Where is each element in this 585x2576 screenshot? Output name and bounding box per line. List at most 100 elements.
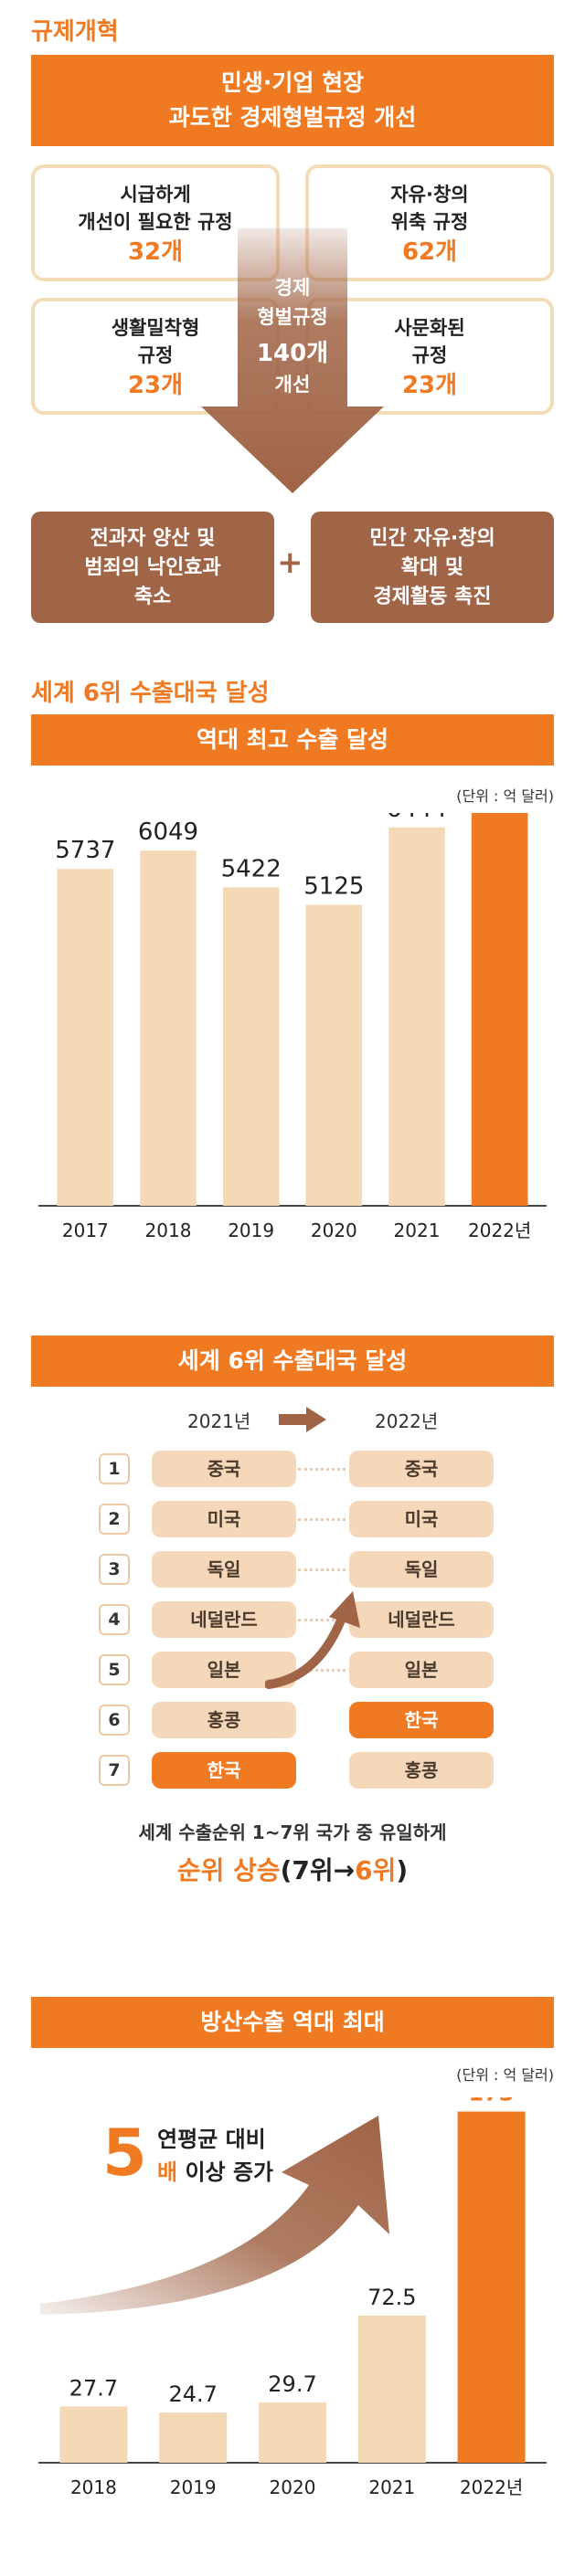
tick-label-2022년: 2022년 bbox=[468, 1219, 531, 1241]
reg-box-living-line1: 생활밀착형 bbox=[111, 317, 200, 339]
rank-note-end: ) bbox=[396, 1855, 409, 1885]
reg-box-living-line2: 규정 bbox=[137, 344, 174, 366]
rank-2022-7: 홍콩 bbox=[349, 1752, 494, 1789]
tick-label-2019: 2019 bbox=[170, 2476, 217, 2498]
rank-2022-4: 네덜란드 bbox=[349, 1601, 494, 1638]
bar-2018 bbox=[59, 2406, 128, 2463]
rank-number-7: 7 bbox=[99, 1755, 130, 1786]
rank-note-hl2: 6위 bbox=[355, 1855, 397, 1885]
bar-label-2018: 27.7 bbox=[69, 2375, 118, 2401]
bar-2022년 bbox=[471, 813, 528, 1206]
callout-hl: 배 bbox=[157, 2159, 178, 2185]
rank-2021-4: 네덜란드 bbox=[152, 1601, 296, 1638]
reform-banner: 민생·기업 현장 과도한 경제형벌규정 개선 bbox=[31, 55, 554, 146]
result-left-line3: 축소 bbox=[133, 586, 172, 608]
reg-box-freedom-count: 62개 bbox=[401, 238, 458, 266]
defense-banner: 방산수출 역대 최대 bbox=[31, 1997, 554, 2048]
rank-2022-2: 미국 bbox=[349, 1501, 494, 1537]
rank-note-mid: (7위→ bbox=[280, 1855, 356, 1885]
bar-2022년 bbox=[457, 2111, 526, 2463]
rank-2022-6: 한국 bbox=[349, 1702, 494, 1738]
rank-number-5: 5 bbox=[99, 1654, 130, 1685]
rank-connector-dots bbox=[298, 1468, 346, 1471]
rank-connector-dots bbox=[298, 1568, 346, 1571]
rank-note-hl1: 순위 상승 bbox=[176, 1855, 281, 1885]
bar-label-2021: 6444 bbox=[387, 813, 447, 823]
rank-note-line1: 세계 수출순위 1~7위 국가 중 유일하게 bbox=[138, 1821, 447, 1843]
bar-2019 bbox=[159, 2412, 228, 2463]
result-right-line3: 경제활동 촉진 bbox=[373, 586, 492, 608]
plus-sign: + bbox=[277, 544, 303, 581]
bar-2021 bbox=[388, 827, 445, 1206]
right-arrow-icon bbox=[279, 1407, 326, 1432]
section-label-export: 세계 6위 수출대국 달성 bbox=[31, 680, 270, 707]
rank-number-4: 4 bbox=[99, 1604, 130, 1635]
tick-label-2017: 2017 bbox=[62, 1219, 109, 1241]
rank-number-2: 2 bbox=[99, 1504, 130, 1535]
tick-label-2020: 2020 bbox=[311, 1219, 357, 1241]
bar-label-2018: 6049 bbox=[138, 818, 198, 846]
center-line3: 개선 bbox=[274, 374, 311, 396]
export-unit: (단위 : 억 달러) bbox=[456, 787, 554, 805]
rank-number-6: 6 bbox=[99, 1705, 130, 1736]
result-right-line1: 민간 자유·창의 bbox=[369, 527, 495, 550]
result-box-right: 민간 자유·창의 확대 및 경제활동 촉진 bbox=[311, 512, 554, 623]
bar-label-2021: 72.5 bbox=[367, 2285, 416, 2310]
reg-box-dead-line1: 사문화된 bbox=[394, 317, 465, 339]
result-left-line2: 범죄의 낙인효과 bbox=[84, 556, 221, 579]
center-down-arrow-icon bbox=[201, 228, 384, 493]
rank-connector-dots bbox=[298, 1518, 346, 1521]
bar-label-2020: 29.7 bbox=[268, 2371, 316, 2397]
rank-connector-dots bbox=[298, 1669, 346, 1672]
rank-banner: 세계 6위 수출대국 달성 bbox=[31, 1336, 554, 1387]
bar-2019 bbox=[222, 887, 280, 1206]
result-right-line2: 확대 및 bbox=[400, 556, 464, 579]
reg-box-urgent-count: 32개 bbox=[127, 238, 184, 266]
callout-number: 5 bbox=[102, 2116, 147, 2191]
center-line1: 경제 bbox=[274, 277, 311, 299]
reg-box-urgent-line2: 개선이 필요한 규정 bbox=[78, 211, 233, 233]
reform-banner-line1: 민생·기업 현장 bbox=[220, 69, 365, 96]
bar-2020 bbox=[259, 2402, 326, 2463]
tick-label-2020: 2020 bbox=[270, 2476, 316, 2498]
bar-label-2022년: 173 bbox=[469, 2097, 515, 2106]
bar-2020 bbox=[305, 904, 363, 1206]
rank-2021-3: 독일 bbox=[152, 1551, 296, 1588]
center-line2: 형벌규정 bbox=[257, 306, 328, 328]
bar-label-2020: 5125 bbox=[303, 873, 364, 901]
bar-label-2017: 5737 bbox=[55, 837, 115, 864]
callout-line2: 배 이상 증가 bbox=[157, 2158, 273, 2187]
rank-year-to: 2022년 bbox=[375, 1410, 439, 1432]
reform-banner-line2: 과도한 경제형벌규정 개선 bbox=[168, 104, 417, 131]
rank-2021-6: 홍콩 bbox=[152, 1702, 296, 1738]
reg-box-urgent: 시급하게 개선이 필요한 규정 32개 bbox=[31, 164, 280, 281]
reg-box-freedom: 자유·창의 위축 규정 62개 bbox=[305, 164, 554, 281]
rank-year-from: 2021년 bbox=[187, 1410, 251, 1432]
tick-label-2022년: 2022년 bbox=[460, 2476, 523, 2498]
bar-2017 bbox=[57, 869, 114, 1206]
reg-box-living-count: 23개 bbox=[127, 372, 184, 399]
reg-box-dead-count: 23개 bbox=[401, 372, 458, 399]
section-label-reform: 규제개혁 bbox=[31, 18, 119, 46]
bar-label-2019: 24.7 bbox=[168, 2381, 217, 2407]
rank-connector-dots bbox=[298, 1619, 346, 1621]
callout-line1: 연평균 대비 bbox=[157, 2127, 266, 2152]
bar-2021 bbox=[357, 2315, 426, 2463]
reg-box-urgent-line1: 시급하게 bbox=[120, 184, 191, 206]
defense-bar-chart: 27.7 2018 24.7 2019 29.7 2020 72.5 2021 173 2022년 bbox=[38, 2097, 547, 2498]
defense-unit: (단위 : 억 달러) bbox=[456, 2066, 554, 2084]
rank-number-3: 3 bbox=[99, 1554, 130, 1585]
reg-box-freedom-line1: 자유·창의 bbox=[390, 184, 469, 206]
rank-2021-2: 미국 bbox=[152, 1501, 296, 1537]
reg-box-dead-line2: 규정 bbox=[411, 344, 448, 366]
export-bar-chart: 5737 2017 6049 2018 5422 2019 5125 2020 6444 2021… bbox=[38, 813, 547, 1241]
bar-2018 bbox=[140, 850, 197, 1206]
export-banner: 역대 최고 수출 달성 bbox=[31, 714, 554, 765]
tick-label-2018: 2018 bbox=[70, 2476, 117, 2498]
rank-2022-3: 독일 bbox=[349, 1551, 494, 1588]
tick-label-2018: 2018 bbox=[145, 1219, 192, 1241]
reg-box-freedom-line2: 위축 규정 bbox=[390, 211, 469, 233]
growth-curved-arrow-icon bbox=[40, 2116, 389, 2315]
result-box-left: 전과자 양산 및 범죄의 낙인효과 축소 bbox=[31, 512, 274, 623]
center-count: 140개 bbox=[256, 340, 329, 367]
